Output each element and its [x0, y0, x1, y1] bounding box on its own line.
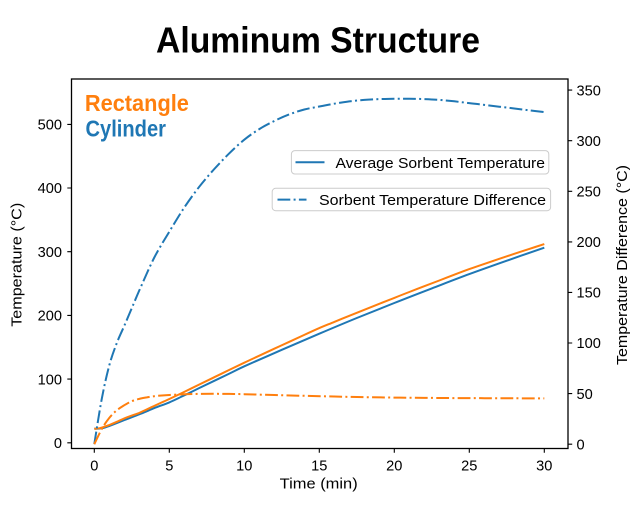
- svg-text:500: 500: [38, 118, 62, 134]
- svg-text:300: 300: [38, 245, 62, 261]
- svg-text:50: 50: [577, 387, 593, 403]
- svg-text:Average Sorbent Temperature: Average Sorbent Temperature: [336, 155, 546, 172]
- svg-text:10: 10: [236, 458, 252, 474]
- svg-text:400: 400: [38, 181, 62, 197]
- svg-text:25: 25: [461, 458, 477, 474]
- svg-text:Time (min): Time (min): [280, 476, 358, 492]
- svg-text:5: 5: [165, 458, 173, 474]
- svg-text:0: 0: [90, 458, 98, 474]
- svg-text:Sorbent Temperature Difference: Sorbent Temperature Difference: [319, 192, 546, 209]
- svg-text:100: 100: [38, 372, 62, 388]
- svg-text:200: 200: [577, 235, 601, 251]
- svg-text:300: 300: [577, 134, 601, 150]
- svg-text:350: 350: [577, 83, 601, 99]
- svg-text:100: 100: [577, 336, 601, 352]
- svg-text:Cylinder: Cylinder: [86, 116, 167, 142]
- svg-text:20: 20: [386, 458, 402, 474]
- svg-text:200: 200: [38, 309, 62, 325]
- svg-text:30: 30: [536, 458, 552, 474]
- svg-text:Temperature Difference (°C): Temperature Difference (°C): [615, 165, 631, 365]
- svg-text:Aluminum Structure: Aluminum Structure: [156, 20, 480, 61]
- svg-text:250: 250: [577, 185, 601, 201]
- svg-text:0: 0: [54, 436, 62, 452]
- svg-text:15: 15: [311, 458, 327, 474]
- svg-text:Rectangle: Rectangle: [85, 90, 189, 116]
- svg-text:Temperature (°C): Temperature (°C): [10, 203, 26, 327]
- svg-text:0: 0: [577, 437, 585, 453]
- svg-text:150: 150: [577, 286, 601, 302]
